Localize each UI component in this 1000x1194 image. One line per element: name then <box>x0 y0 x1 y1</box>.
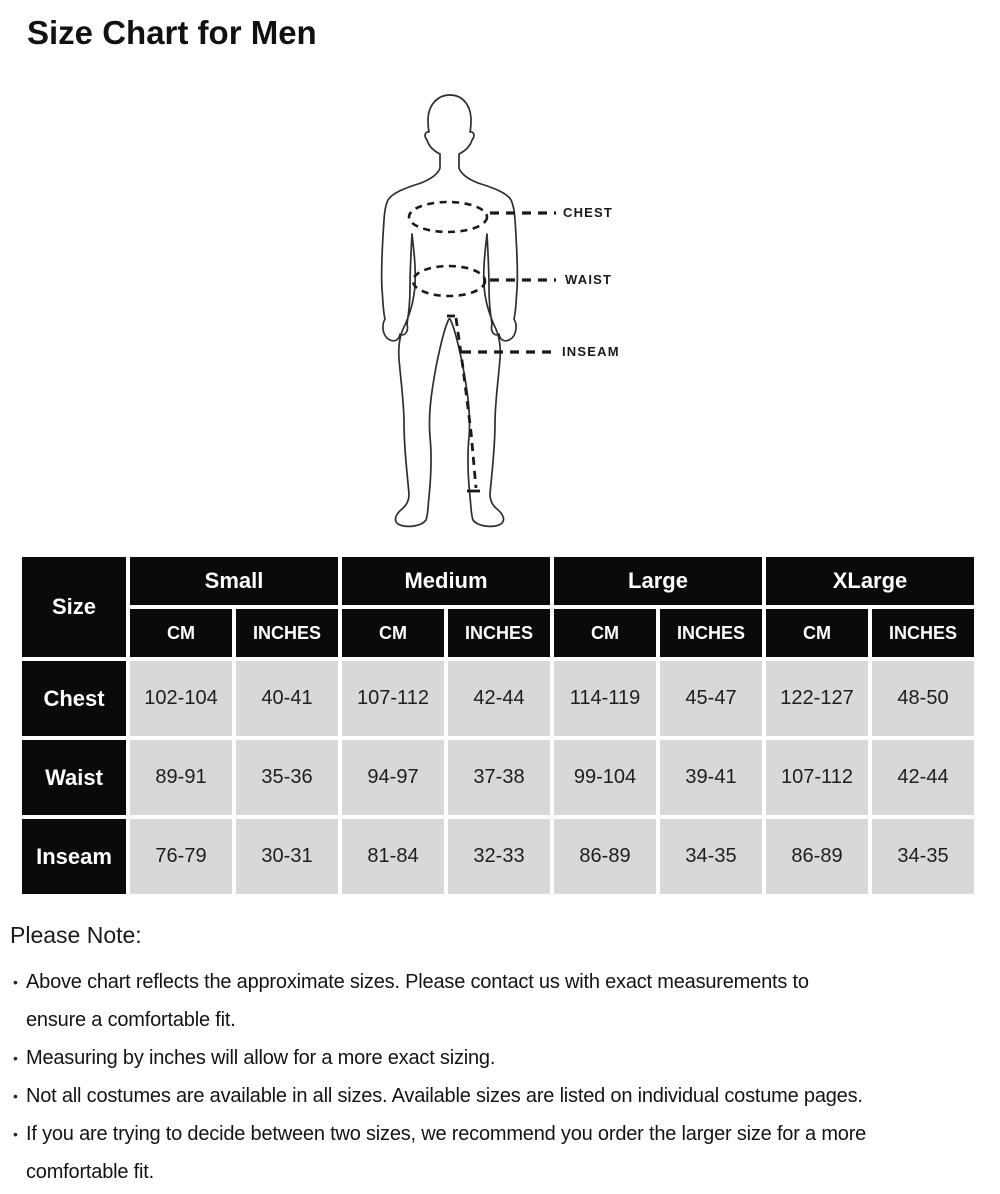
waist-measure-ellipse <box>411 264 487 298</box>
chest-small-inches: 40-41 <box>236 661 338 736</box>
table-header-large: Large <box>554 557 762 605</box>
waist-medium-inches: 37-38 <box>448 740 550 815</box>
bullet-icon: • <box>13 1126 18 1142</box>
unit-header-inches: INCHES <box>660 609 762 657</box>
unit-header-cm: CM <box>766 609 868 657</box>
note-item-2: • Measuring by inches will allow for a m… <box>10 1039 988 1077</box>
body-measurement-diagram <box>380 94 556 528</box>
chest-measure-ellipse <box>407 200 489 234</box>
table-row-inseam: Inseam 76-79 30-31 81-84 32-33 86-89 34-… <box>22 819 974 894</box>
note-text: Not all costumes are available in all si… <box>26 1085 863 1107</box>
row-label-waist: Waist <box>22 740 126 815</box>
inseam-small-inches: 30-31 <box>236 819 338 894</box>
inseam-measure-line <box>454 317 478 489</box>
chest-medium-cm: 107-112 <box>342 661 444 736</box>
table-header-small: Small <box>130 557 338 605</box>
unit-header-inches: INCHES <box>872 609 974 657</box>
chest-xlarge-inches: 48-50 <box>872 661 974 736</box>
unit-header-cm: CM <box>342 609 444 657</box>
page-title: Size Chart for Men <box>27 14 317 51</box>
waist-xlarge-inches: 42-44 <box>872 740 974 815</box>
note-item-4: • If you are trying to decide between tw… <box>10 1115 988 1191</box>
size-chart-table-container: Size Small Medium Large XLarge CM INCHES… <box>18 553 978 898</box>
inseam-xlarge-cm: 86-89 <box>766 819 868 894</box>
chest-large-inches: 45-47 <box>660 661 762 736</box>
note-item-1: • Above chart reflects the approximate s… <box>10 963 988 1039</box>
notes-section: Please Note: • Above chart reflects the … <box>10 922 988 1191</box>
chest-label: CHEST <box>563 205 614 220</box>
waist-large-cm: 99-104 <box>554 740 656 815</box>
row-label-chest: Chest <box>22 661 126 736</box>
table-header-medium: Medium <box>342 557 550 605</box>
body-outline <box>380 94 519 528</box>
waist-xlarge-cm: 107-112 <box>766 740 868 815</box>
unit-header-cm: CM <box>554 609 656 657</box>
notes-heading: Please Note: <box>10 922 142 948</box>
unit-header-inches: INCHES <box>236 609 338 657</box>
inseam-xlarge-inches: 34-35 <box>872 819 974 894</box>
chest-medium-inches: 42-44 <box>448 661 550 736</box>
note-text: If you are trying to decide between two … <box>26 1123 867 1183</box>
inseam-small-cm: 76-79 <box>130 819 232 894</box>
note-item-3: • Not all costumes are available in all … <box>10 1077 988 1115</box>
bullet-icon: • <box>13 1050 18 1066</box>
chest-xlarge-cm: 122-127 <box>766 661 868 736</box>
waist-large-inches: 39-41 <box>660 740 762 815</box>
bullet-icon: • <box>13 974 18 990</box>
inseam-large-inches: 34-35 <box>660 819 762 894</box>
table-header-xlarge: XLarge <box>766 557 974 605</box>
note-text: Measuring by inches will allow for a mor… <box>26 1047 496 1069</box>
table-row-chest: Chest 102-104 40-41 107-112 42-44 114-11… <box>22 661 974 736</box>
row-label-inseam: Inseam <box>22 819 126 894</box>
unit-header-cm: CM <box>130 609 232 657</box>
waist-medium-cm: 94-97 <box>342 740 444 815</box>
table-corner-size: Size <box>22 557 126 657</box>
note-text: Above chart reflects the approximate siz… <box>26 971 809 1031</box>
table-row-waist: Waist 89-91 35-36 94-97 37-38 99-104 39-… <box>22 740 974 815</box>
size-chart-table: Size Small Medium Large XLarge CM INCHES… <box>18 553 978 898</box>
chest-large-cm: 114-119 <box>554 661 656 736</box>
bullet-icon: • <box>13 1088 18 1104</box>
inseam-large-cm: 86-89 <box>554 819 656 894</box>
unit-header-inches: INCHES <box>448 609 550 657</box>
waist-small-inches: 35-36 <box>236 740 338 815</box>
inseam-medium-cm: 81-84 <box>342 819 444 894</box>
inseam-medium-inches: 32-33 <box>448 819 550 894</box>
chest-small-cm: 102-104 <box>130 661 232 736</box>
waist-label: WAIST <box>565 272 613 287</box>
waist-small-cm: 89-91 <box>130 740 232 815</box>
inseam-label: INSEAM <box>562 344 620 359</box>
